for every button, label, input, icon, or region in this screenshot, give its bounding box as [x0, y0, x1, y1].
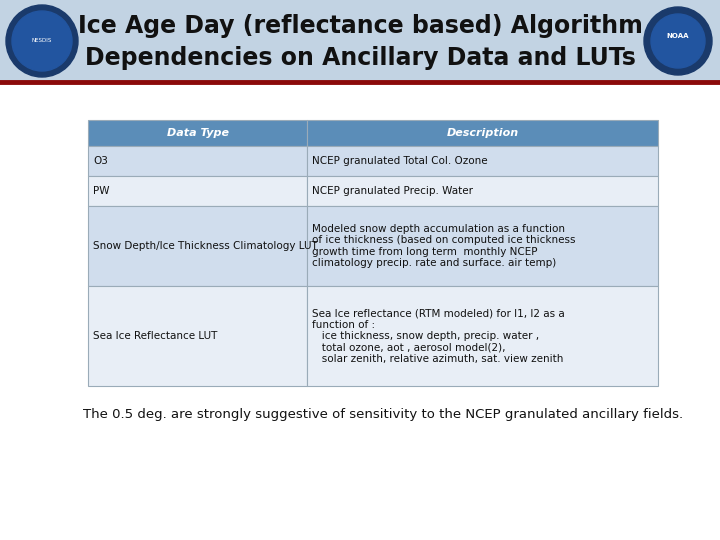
Text: ice thickness, snow depth, precip. water ,: ice thickness, snow depth, precip. water…: [312, 331, 539, 341]
Text: Sea Ice Reflectance LUT: Sea Ice Reflectance LUT: [93, 331, 217, 341]
Text: growth time from long term  monthly NCEP: growth time from long term monthly NCEP: [312, 247, 538, 256]
Text: total ozone, aot , aerosol model(2),: total ozone, aot , aerosol model(2),: [312, 342, 506, 353]
Text: Modeled snow depth accumulation as a function: Modeled snow depth accumulation as a fun…: [312, 224, 565, 234]
FancyBboxPatch shape: [88, 120, 307, 146]
Text: Description: Description: [446, 128, 519, 138]
Text: NCEP granulated Total Col. Ozone: NCEP granulated Total Col. Ozone: [312, 156, 488, 166]
Text: function of :: function of :: [312, 320, 376, 329]
FancyBboxPatch shape: [88, 176, 307, 206]
FancyBboxPatch shape: [307, 176, 658, 206]
Text: Sea Ice reflectance (RTM modeled) for I1, I2 as a: Sea Ice reflectance (RTM modeled) for I1…: [312, 308, 565, 318]
FancyBboxPatch shape: [88, 146, 307, 176]
Text: Ice Age Day (reflectance based) Algorithm: Ice Age Day (reflectance based) Algorith…: [78, 14, 642, 38]
FancyBboxPatch shape: [307, 206, 658, 286]
FancyBboxPatch shape: [307, 146, 658, 176]
Text: NOAA: NOAA: [667, 33, 689, 39]
Circle shape: [644, 7, 712, 75]
Text: NCEP granulated Precip. Water: NCEP granulated Precip. Water: [312, 186, 474, 196]
Text: climatology precip. rate and surface. air temp): climatology precip. rate and surface. ai…: [312, 258, 557, 268]
FancyBboxPatch shape: [0, 0, 720, 82]
Text: Dependencies on Ancillary Data and LUTs: Dependencies on Ancillary Data and LUTs: [84, 46, 636, 70]
Text: The 0.5 deg. are strongly suggestive of sensitivity to the NCEP granulated ancil: The 0.5 deg. are strongly suggestive of …: [83, 408, 683, 421]
FancyBboxPatch shape: [307, 286, 658, 386]
Text: O3: O3: [93, 156, 108, 166]
Text: Snow Depth/Ice Thickness Climatology LUT: Snow Depth/Ice Thickness Climatology LUT: [93, 241, 318, 251]
FancyBboxPatch shape: [88, 206, 307, 286]
Text: of ice thickness (based on computed ice thickness: of ice thickness (based on computed ice …: [312, 235, 576, 245]
Circle shape: [651, 14, 705, 68]
Circle shape: [6, 5, 78, 77]
FancyBboxPatch shape: [88, 286, 307, 386]
Text: solar zenith, relative azimuth, sat. view zenith: solar zenith, relative azimuth, sat. vie…: [312, 354, 564, 364]
Text: PW: PW: [93, 186, 109, 196]
Circle shape: [12, 11, 72, 71]
FancyBboxPatch shape: [307, 120, 658, 146]
Text: Data Type: Data Type: [167, 128, 229, 138]
Text: NESDIS: NESDIS: [32, 38, 52, 44]
